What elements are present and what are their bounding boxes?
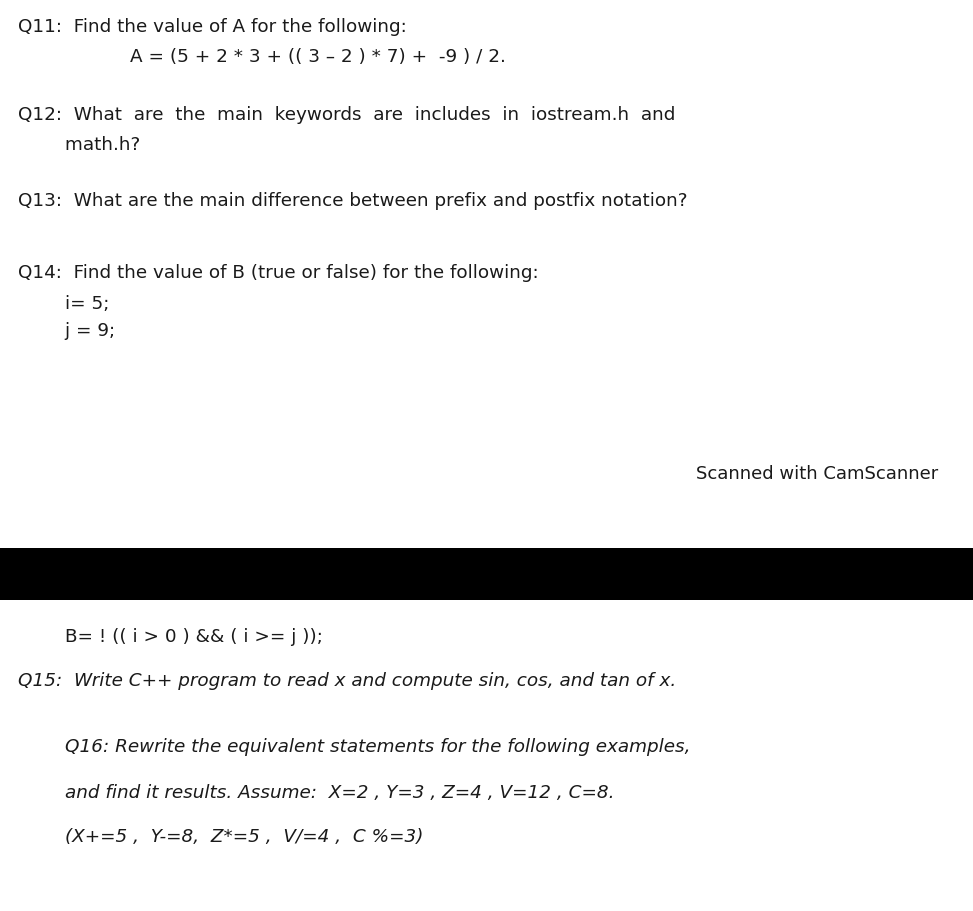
Text: Q11:  Find the value of A for the following:: Q11: Find the value of A for the followi…: [18, 18, 407, 36]
Text: Scanned with CamScanner: Scanned with CamScanner: [696, 465, 938, 483]
Text: Q16: Rewrite the equivalent statements for the following examples,: Q16: Rewrite the equivalent statements f…: [18, 738, 691, 756]
Text: i= 5;: i= 5;: [18, 295, 109, 313]
Text: Q13:  What are the main difference between prefix and postfix notation?: Q13: What are the main difference betwee…: [18, 192, 688, 210]
Text: A = (5 + 2 * 3 + (( 3 – 2 ) * 7) +  -9 ) / 2.: A = (5 + 2 * 3 + (( 3 – 2 ) * 7) + -9 ) …: [130, 48, 506, 66]
Text: B= ! (( i > 0 ) && ( i >= j ));: B= ! (( i > 0 ) && ( i >= j ));: [18, 628, 323, 646]
Text: and find it results. Assume:  X=2 , Y=3 , Z=4 , V=12 , C=8.: and find it results. Assume: X=2 , Y=3 ,…: [18, 784, 615, 802]
Bar: [0, 548, 973, 600]
Text: j = 9;: j = 9;: [18, 322, 115, 340]
Text: Q14:  Find the value of B (true or false) for the following:: Q14: Find the value of B (true or false)…: [18, 264, 539, 282]
Text: Q15:  Write C++ program to read x and compute sin, cos, and tan of x.: Q15: Write C++ program to read x and com…: [18, 672, 676, 690]
Text: (X+=5 ,  Y-=8,  Z*=5 ,  V/=4 ,  C %=3): (X+=5 , Y-=8, Z*=5 , V/=4 , C %=3): [18, 828, 423, 846]
Text: Q12:  What  are  the  main  keywords  are  includes  in  iostream.h  and: Q12: What are the main keywords are incl…: [18, 106, 675, 124]
Text: math.h?: math.h?: [18, 136, 140, 154]
